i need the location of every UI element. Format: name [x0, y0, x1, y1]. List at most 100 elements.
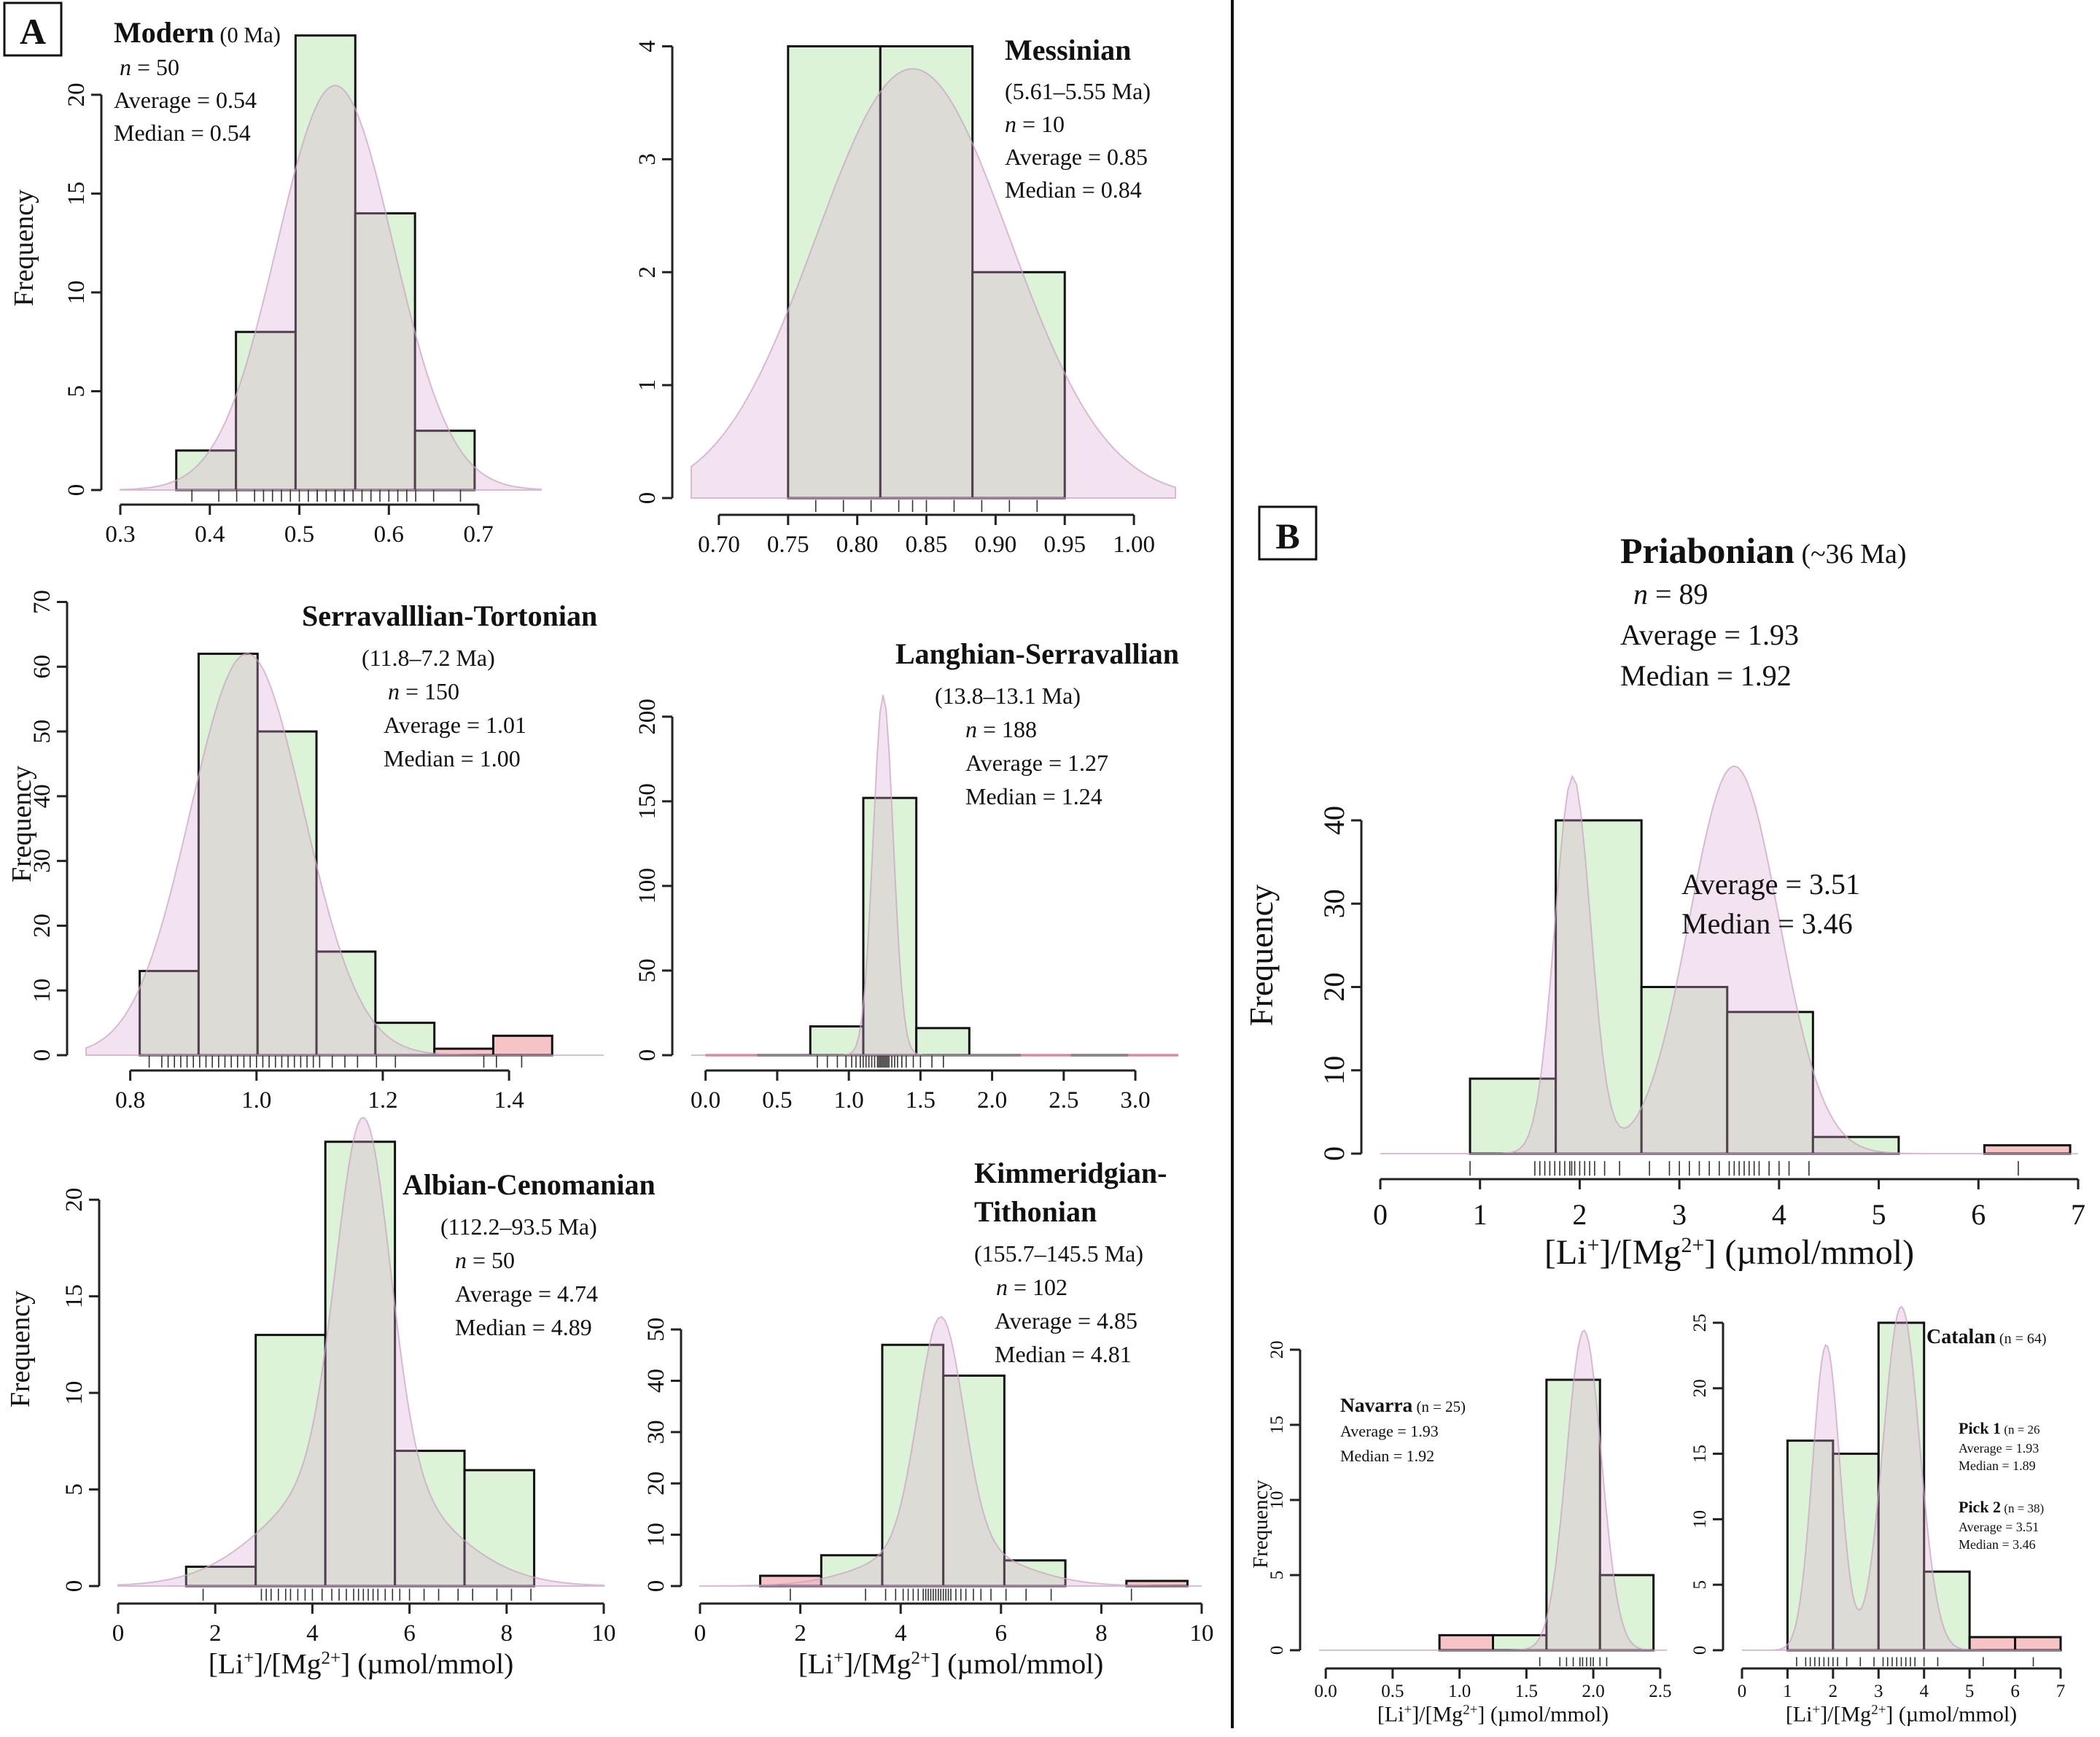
- y-tick-label: 5: [1267, 1571, 1287, 1580]
- y-axis-title: Frequency: [7, 766, 37, 882]
- x-tick-label: 0.6: [374, 521, 404, 548]
- x-tick-label: 5: [1872, 1198, 1886, 1231]
- x-tick-label: 3: [1874, 1682, 1883, 1701]
- y-tick-label: 20: [29, 914, 55, 938]
- histogram-bar: [1555, 819, 1643, 1155]
- x-tick-label: 6: [1971, 1198, 1986, 1231]
- y-tick-label: 100: [634, 868, 661, 904]
- x-tick-label: 0.5: [1381, 1682, 1404, 1701]
- y-tick-label: 0: [63, 484, 90, 497]
- y-tick-label: 20: [643, 1472, 669, 1496]
- x-tick-label: 2: [209, 1620, 222, 1647]
- density-curve: [699, 1316, 1202, 1587]
- y-tick-label: 0: [29, 1049, 55, 1062]
- y-tick-label: 10: [1318, 1056, 1350, 1085]
- x-tick-label: 0.0: [1315, 1682, 1337, 1701]
- x-tick-label: 3.0: [1120, 1087, 1150, 1114]
- chart-modern: 0 5 10 15 20 0.3 0.4 0.5 0.6 0.7 Frequency: [9, 34, 542, 548]
- average-label: Average = 1.01: [384, 712, 526, 738]
- x-tick-label: 4: [1772, 1198, 1786, 1231]
- histogram-bar: [879, 44, 974, 500]
- n-label: n = 50: [120, 54, 179, 80]
- average-label: Average = 1.27: [965, 750, 1108, 776]
- y-tick-label: 50: [643, 1318, 669, 1342]
- pick1-n: (n = 26: [2001, 1423, 2040, 1437]
- y-axis-title: Frequency: [9, 190, 39, 306]
- histogram-bar: [491, 1034, 553, 1057]
- x-tick-label: 6: [995, 1620, 1008, 1647]
- histogram-bar: [2014, 1636, 2062, 1652]
- n-label: n = 89: [1633, 578, 1708, 610]
- chart-title: Albian-Cenomanian: [402, 1168, 656, 1201]
- histogram-bar: [394, 1450, 466, 1588]
- y-tick-label: 10: [61, 1381, 88, 1405]
- y-tick-label: 30: [643, 1420, 669, 1444]
- n-value: = 89: [1648, 578, 1708, 610]
- x-tick-label: 7: [2071, 1198, 2085, 1231]
- median-label: Median = 0.84: [1005, 176, 1142, 203]
- panel-a-box: [3, 1, 63, 57]
- n-label: n = 102: [996, 1274, 1068, 1300]
- chart-title: Langhian-Serravallian: [895, 637, 1179, 670]
- y-tick-label: 20: [1267, 1340, 1287, 1359]
- x-tick-label: 4: [306, 1620, 319, 1647]
- period-label: (5.61–5.55 Ma): [1005, 78, 1151, 104]
- n-label: n = 50: [455, 1247, 515, 1273]
- histogram-bar: [1469, 1077, 1558, 1155]
- y-tick-label: 0: [1318, 1146, 1350, 1161]
- y-tick-label: 70: [29, 590, 55, 614]
- x-tick-label: 2.0: [1582, 1682, 1604, 1701]
- x-tick-label: 5: [1965, 1682, 1975, 1701]
- median-label: Median = 4.81: [995, 1341, 1132, 1367]
- x-tick-label: 8: [1095, 1620, 1108, 1647]
- density-curve: [1742, 1305, 2061, 1651]
- annotation-priabonian-mode2: Average = 3.51 Median = 3.46: [1681, 868, 1860, 940]
- pick2-median: Median = 3.46: [1959, 1537, 2036, 1552]
- density-curve: [691, 68, 1176, 499]
- y-tick-label: 5: [61, 1483, 88, 1496]
- y-tick-label: 15: [63, 182, 90, 206]
- y-tick-label: 0: [1267, 1646, 1287, 1655]
- y-tick-label: 4: [634, 40, 661, 53]
- x-tick-label: 0.95: [1043, 532, 1086, 558]
- x-tick-label: 1.00: [1113, 532, 1155, 558]
- x-tick-label: 2.0: [977, 1087, 1007, 1114]
- title-suffix: (n = 25): [1412, 1398, 1466, 1415]
- x-tick-label: 0.80: [836, 532, 879, 558]
- y-tick-label: 30: [1318, 889, 1350, 918]
- n-symbol: n: [1633, 578, 1648, 610]
- title-suffix: (n = 64): [1996, 1331, 2047, 1347]
- panel-a-label: A: [20, 11, 46, 52]
- mode2-median: Median = 3.46: [1681, 907, 1853, 940]
- annotation-priabonian: Priabonian (~36 Ma) n = 89 Average = 1.93 M…: [1620, 530, 1906, 692]
- y-tick-label: 0: [61, 1580, 88, 1593]
- density-curve: [85, 653, 604, 1056]
- x-tick-label: 0.70: [698, 532, 740, 558]
- x-tick-label: 1.4: [494, 1087, 524, 1114]
- y-tick-label: 20: [61, 1188, 88, 1212]
- y-tick-label: 40: [1318, 806, 1350, 835]
- x-tick-label: 0.0: [691, 1087, 720, 1114]
- chart-title: Priabonian (~36 Ma): [1620, 530, 1906, 571]
- y-tick-label: 20: [1690, 1379, 1710, 1397]
- y-tick-label: 10: [1267, 1491, 1287, 1509]
- y-axis-title: Frequency: [1249, 1480, 1272, 1569]
- y-tick-label: 10: [29, 979, 55, 1003]
- n-label: n = 150: [388, 678, 459, 704]
- histogram-bar: [197, 653, 259, 1057]
- n-value: = 102: [1008, 1274, 1068, 1300]
- y-tick-label: 50: [634, 958, 661, 982]
- chart-catalan: 0 5 10 15 20 25 0 1 2 3 4 5 6 7 [Li+]/[Mg2+] (µmol/mmo…: [1690, 1305, 2065, 1727]
- chart-title: Kimmeridgian-: [974, 1157, 1167, 1189]
- period-label: (13.8–13.1 Ma): [935, 683, 1081, 709]
- average-label: Average = 0.85: [1005, 144, 1148, 170]
- histogram-bar: [374, 1022, 436, 1057]
- n-symbol: n: [965, 716, 977, 742]
- x-tick-label: 0.75: [767, 532, 809, 558]
- x-axis-label: [Li+]/[Mg2+] (µmol/mmol): [1786, 1702, 2017, 1727]
- x-axis-label: [Li+]/[Mg2+] (µmol/mmol): [1544, 1233, 1914, 1272]
- y-tick-label: 0: [634, 1049, 661, 1062]
- chart-kimmeridgian-tithonian: 0 10 20 30 40 50 0 2 4 6 8 10 [Li+]/[Mg2+] (µmol/mmo…: [643, 1316, 1214, 1680]
- period-label: (155.7–145.5 Ma): [974, 1240, 1143, 1267]
